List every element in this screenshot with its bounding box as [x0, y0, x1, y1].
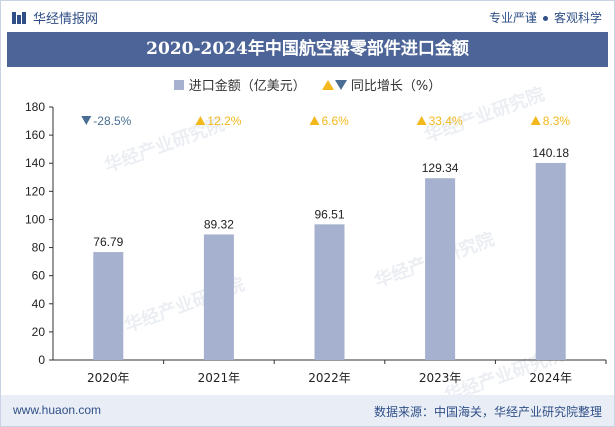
y-tick-label: 40 — [32, 297, 46, 311]
bar — [425, 178, 456, 360]
x-tick-label: 2021年 — [198, 371, 241, 385]
bar — [93, 252, 124, 360]
y-tick-label: 80 — [32, 241, 46, 255]
y-tick-label: 20 — [32, 325, 46, 339]
y-tick-label: 140 — [25, 156, 45, 170]
growth-up-marker-icon — [416, 116, 427, 125]
bar-value-label: 96.51 — [314, 207, 344, 221]
legend-label-amount: 进口金额（亿美元） — [188, 79, 306, 94]
growth-label: 33.4% — [429, 114, 463, 128]
growth-up-marker-icon — [195, 116, 206, 125]
slogan: 专业严谨 客观科学 — [489, 9, 602, 26]
y-tick-label: 0 — [38, 353, 45, 367]
bar-value-label: 140.18 — [532, 146, 569, 160]
triangle-down-icon — [334, 79, 347, 90]
growth-label: 6.6% — [322, 114, 350, 128]
growth-label: 12.2% — [207, 114, 241, 128]
growth-up-marker-icon — [309, 116, 320, 125]
bar — [203, 234, 234, 360]
bar-swatch-icon — [173, 79, 184, 90]
triangle-up-icon — [321, 79, 334, 90]
slogan-right: 客观科学 — [553, 11, 602, 25]
y-tick-label: 120 — [25, 184, 45, 198]
growth-down-marker-icon — [81, 116, 92, 125]
chart-title: 2020-2024年中国航空器零部件进口金额 — [7, 32, 608, 67]
x-tick-label: 2020年 — [87, 371, 130, 385]
top-bar: 华经情报网 专业严谨 客观科学 — [1, 1, 614, 31]
growth-markers-icon — [321, 79, 347, 90]
growth-up-marker-icon — [530, 116, 541, 125]
legend-item-growth: 同比增长（%） — [321, 75, 442, 94]
x-tick-label: 2023年 — [419, 371, 462, 385]
chart-legend: 进口金额（亿美元） 同比增长（%） — [1, 75, 614, 94]
bar-value-label: 76.79 — [93, 235, 123, 249]
bar-value-label: 89.32 — [204, 217, 234, 231]
growth-label: -28.5% — [93, 114, 131, 128]
bar-chart: 0 20 40 60 80 100 120 140 160 180 76.79 2020年 -28.5%… — [25, 100, 607, 385]
slogan-left: 专业严谨 — [488, 11, 537, 25]
brand-logo-icon — [12, 11, 26, 24]
bar — [314, 224, 345, 360]
y-tick-label: 60 — [32, 269, 46, 283]
data-source: 数据来源：中国海关，华经产业研究院整理 — [373, 405, 602, 419]
slogan-dot-icon — [542, 16, 548, 21]
legend-item-amount: 进口金额（亿美元） — [173, 75, 306, 94]
x-tick-label: 2024年 — [529, 371, 572, 385]
footer: www.huaon.com 数据来源：中国海关，华经产业研究院整理 — [1, 395, 614, 426]
growth-label: 8.3% — [543, 114, 571, 128]
brand-name: 华经情报网 — [33, 12, 99, 27]
site-url: www.huaon.com — [13, 403, 102, 417]
legend-label-growth: 同比增长（%） — [350, 79, 442, 94]
y-tick-label: 160 — [25, 128, 45, 142]
brand: 华经情报网 — [11, 8, 98, 27]
bar — [535, 162, 566, 360]
y-tick-label: 100 — [25, 212, 45, 226]
x-tick-label: 2022年 — [308, 371, 351, 385]
bar-value-label: 129.34 — [422, 161, 459, 175]
y-tick-label: 180 — [25, 100, 45, 114]
